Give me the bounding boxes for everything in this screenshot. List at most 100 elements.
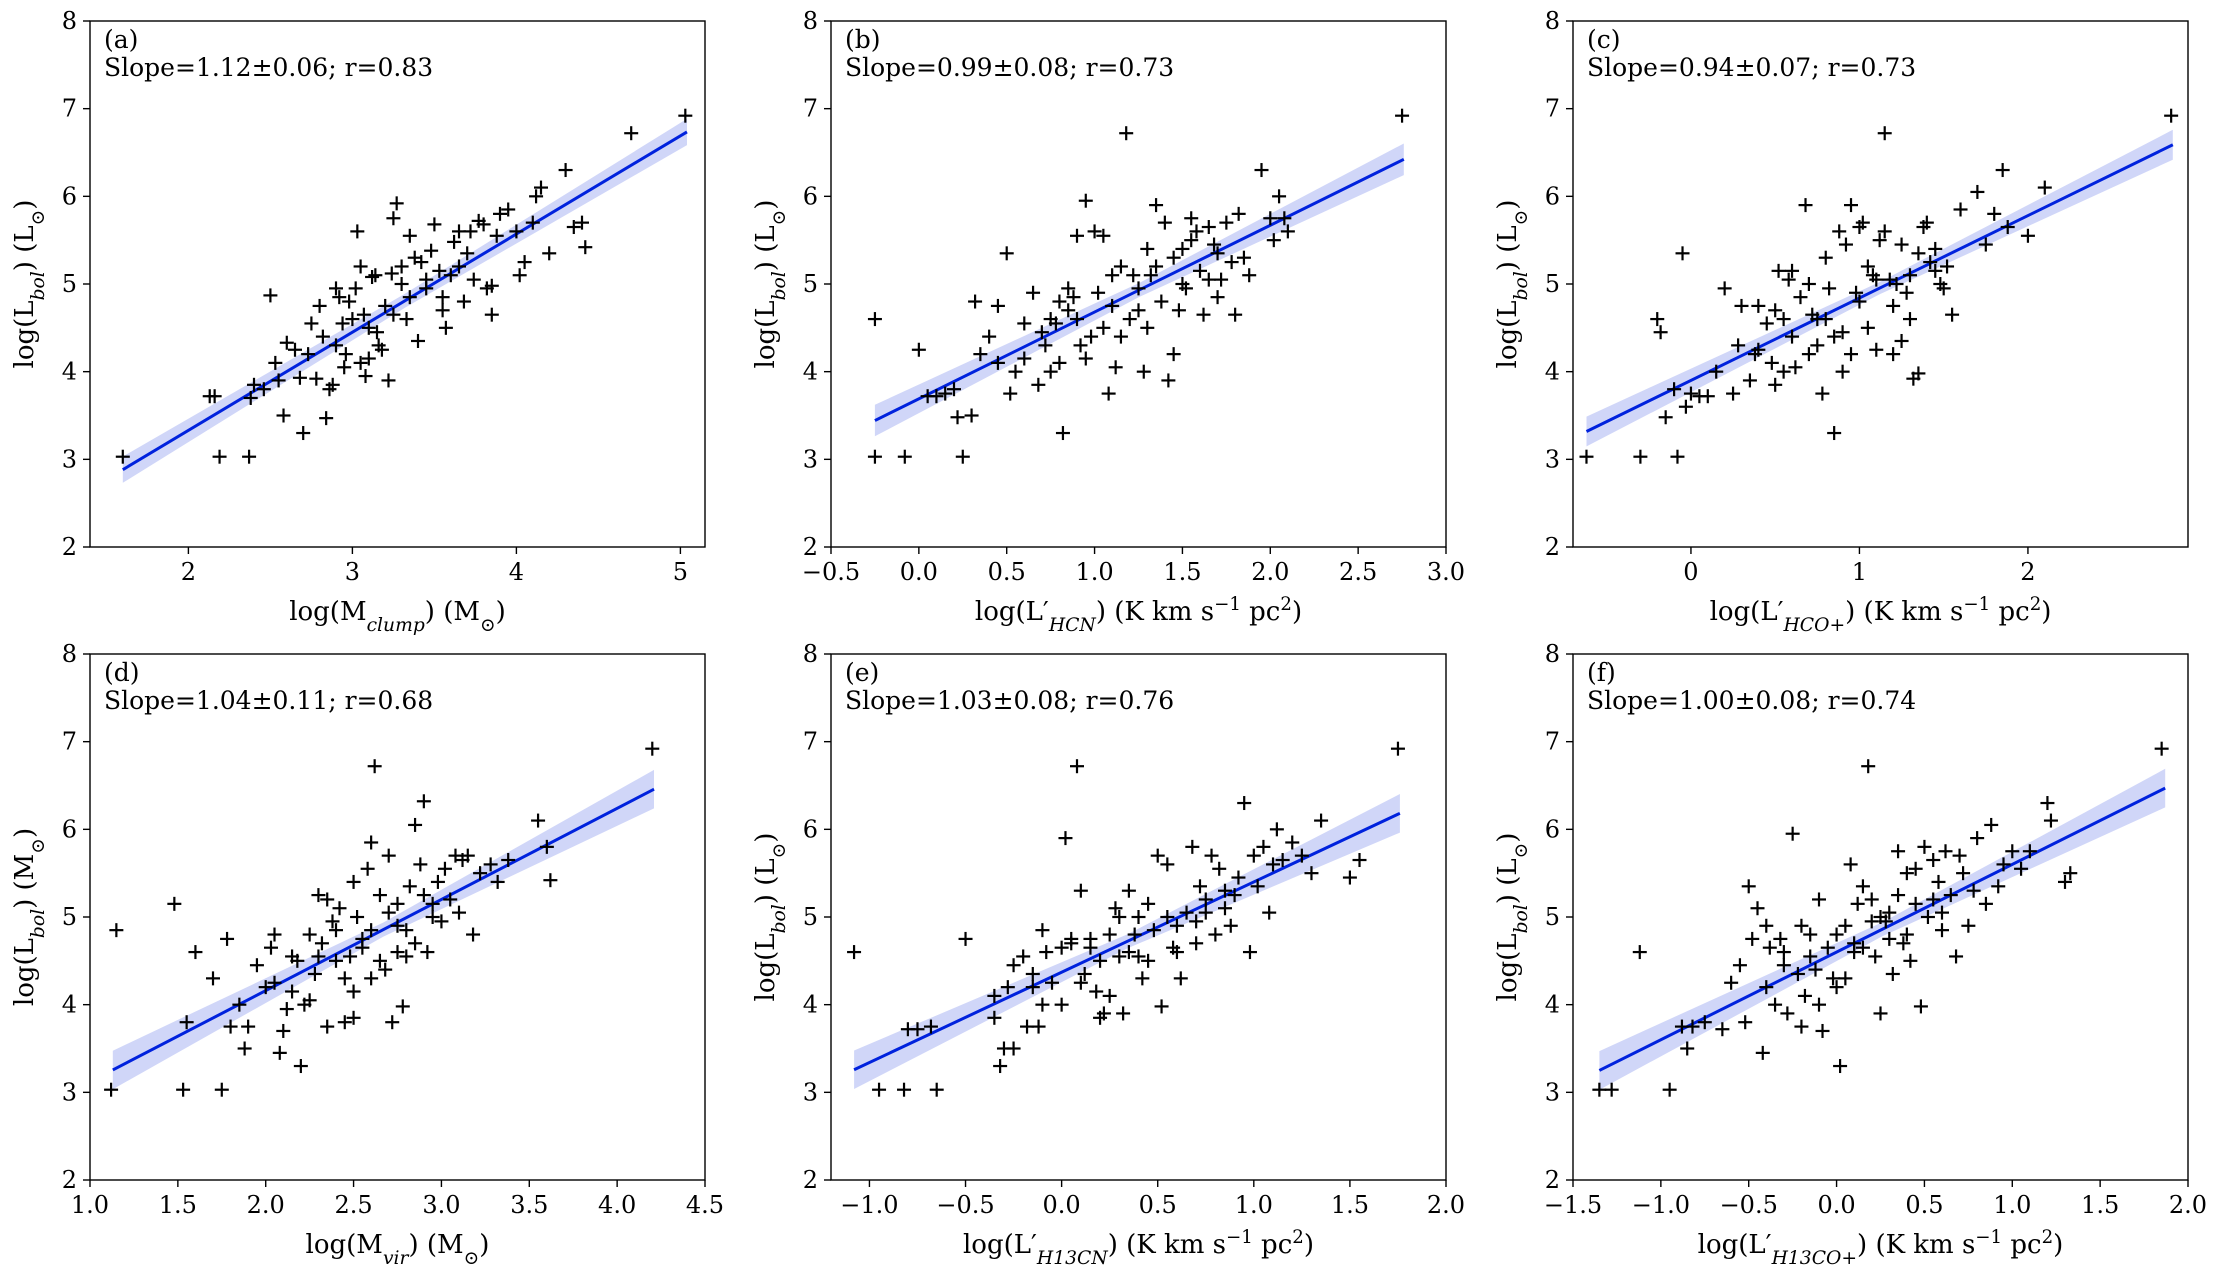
x-tick-label: 4.5 <box>686 1191 724 1219</box>
y-tick-label: 8 <box>62 640 77 668</box>
data-point <box>1342 870 1357 885</box>
stats-label: Slope=0.99±0.08; r=0.73 <box>845 53 1174 82</box>
y-tick-label: 3 <box>803 1078 818 1106</box>
data-point <box>301 347 316 362</box>
data-point <box>263 288 278 303</box>
panel-3: 0 1 2 2 3 4 5 6 7 8 (c)Slope=0.94±0.07; r=0.73 log(… <box>1493 7 2189 636</box>
data-point <box>1869 272 1884 287</box>
y-tick-label: 4 <box>803 358 818 386</box>
data-point <box>466 927 481 942</box>
data-point <box>249 958 264 973</box>
data-point <box>1131 303 1146 318</box>
data-point <box>1150 848 1165 863</box>
data-point <box>443 892 458 907</box>
data-point <box>268 355 283 370</box>
data-point <box>2020 228 2035 243</box>
x-axis-label: log(L′H13CN) (K km s−1 pc2) <box>963 1227 1314 1269</box>
data-point <box>338 347 353 362</box>
data-point <box>1864 892 1879 907</box>
data-point <box>1201 272 1216 287</box>
data-point <box>365 269 380 284</box>
data-point <box>1352 853 1367 868</box>
data-point <box>1184 211 1199 226</box>
data-point <box>414 255 429 270</box>
data-point <box>1952 848 1967 863</box>
data-point <box>364 923 379 938</box>
data-point <box>1179 905 1194 920</box>
data-point <box>483 857 498 872</box>
data-point <box>394 277 409 291</box>
data-point <box>1894 333 1909 348</box>
data-point <box>1228 307 1243 322</box>
data-point <box>1843 857 1858 872</box>
data-point <box>109 923 124 938</box>
data-point <box>312 298 327 313</box>
data-point <box>1776 958 1791 973</box>
data-point <box>1149 259 1164 274</box>
data-point <box>276 408 291 423</box>
data-point <box>290 953 305 968</box>
data-point <box>1662 1082 1677 1097</box>
data-point <box>390 945 405 960</box>
data-point <box>1653 325 1668 340</box>
data-point <box>2058 874 2072 889</box>
data-point <box>420 945 435 960</box>
data-point <box>1025 966 1040 981</box>
data-point <box>1077 966 1092 981</box>
data-point <box>493 206 507 221</box>
data-point <box>1899 866 1914 881</box>
data-point <box>1171 303 1186 318</box>
data-point <box>337 1015 352 1030</box>
data-point <box>1087 224 1102 239</box>
y-axis-label: log(Lbol) (L⊙) <box>751 200 790 369</box>
x-tick-label: 2.0 <box>1251 558 1289 586</box>
y-tick-label: 6 <box>1545 182 1560 210</box>
data-point <box>1928 263 1943 278</box>
data-point <box>1160 857 1175 872</box>
data-point <box>1214 272 1229 287</box>
data-point <box>1189 224 1204 239</box>
data-point <box>1210 246 1225 261</box>
data-point <box>1869 342 1884 357</box>
data-point <box>1227 888 1242 903</box>
x-tick-label: 5 <box>673 558 688 586</box>
x-tick-label: 0.5 <box>1905 1191 1943 1219</box>
data-point <box>247 377 261 392</box>
data-point <box>1038 338 1053 353</box>
data-point <box>1184 233 1199 248</box>
data-point <box>964 408 979 423</box>
y-tick-label: 4 <box>803 991 818 1019</box>
x-tick-label: −1.0 <box>1632 1191 1690 1219</box>
data-point <box>232 997 247 1012</box>
data-point <box>1949 949 1964 964</box>
panel-label: (a) <box>104 25 138 54</box>
data-point <box>1084 329 1099 344</box>
data-point <box>1122 312 1137 327</box>
data-point <box>1269 822 1284 837</box>
data-point <box>1788 360 1803 375</box>
data-point <box>509 224 524 239</box>
data-point <box>430 874 445 889</box>
data-point <box>1169 918 1184 933</box>
data-point <box>361 351 376 366</box>
data-point <box>1785 826 1800 841</box>
data-point <box>390 896 405 911</box>
data-point <box>378 962 393 977</box>
data-point <box>1105 268 1120 283</box>
data-point <box>1738 1015 1753 1030</box>
data-point <box>1820 940 1835 955</box>
data-point <box>1822 281 1837 296</box>
data-point <box>1850 896 1865 911</box>
x-tick-label: 0.0 <box>1043 1191 1081 1219</box>
data-point <box>1886 298 1901 313</box>
y-axis-label: log(Lbol) (L⊙) <box>1493 200 1532 369</box>
data-point <box>466 272 481 287</box>
data-point <box>1827 329 1842 344</box>
data-point <box>395 999 410 1014</box>
data-point <box>1102 927 1117 942</box>
x-tick-label: −1.0 <box>840 1191 898 1219</box>
data-point <box>1058 831 1073 846</box>
data-point <box>1189 936 1204 951</box>
x-tick-label: 0.5 <box>1139 1191 1177 1219</box>
data-point <box>1127 927 1142 942</box>
